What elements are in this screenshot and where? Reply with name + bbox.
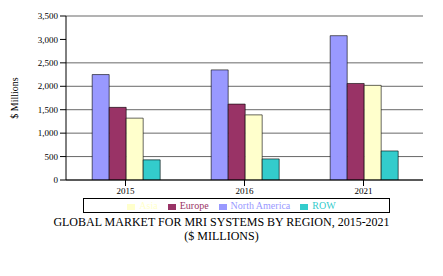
svg-text:2,500: 2,500 xyxy=(38,58,59,68)
html-text:ROW: ROW xyxy=(312,200,336,211)
svg-text:2,000: 2,000 xyxy=(38,81,59,91)
svg-text:2015: 2015 xyxy=(117,186,136,196)
svg-text:1,000: 1,000 xyxy=(38,128,59,138)
html-text:Asia: Asia xyxy=(139,200,158,211)
svg-text:3,500: 3,500 xyxy=(38,11,59,21)
svg-text:500: 500 xyxy=(45,152,59,162)
svg-text:2021: 2021 xyxy=(355,186,373,196)
svg-text:2016: 2016 xyxy=(236,186,255,196)
html-text:North America: North America xyxy=(230,200,291,211)
html-text:($ MILLIONS): ($ MILLIONS) xyxy=(184,229,259,243)
html-text:GLOBAL MARKET FOR MRI SYSTEMS: GLOBAL MARKET FOR MRI SYSTEMS BY REGION,… xyxy=(53,215,390,229)
svg-text:3,000: 3,000 xyxy=(38,35,59,45)
svg-text:$ Millions: $ Millions xyxy=(9,77,20,119)
html-text:Europe: Europe xyxy=(179,200,209,211)
svg-text:1,500: 1,500 xyxy=(38,105,59,115)
svg-text:0: 0 xyxy=(54,175,59,185)
